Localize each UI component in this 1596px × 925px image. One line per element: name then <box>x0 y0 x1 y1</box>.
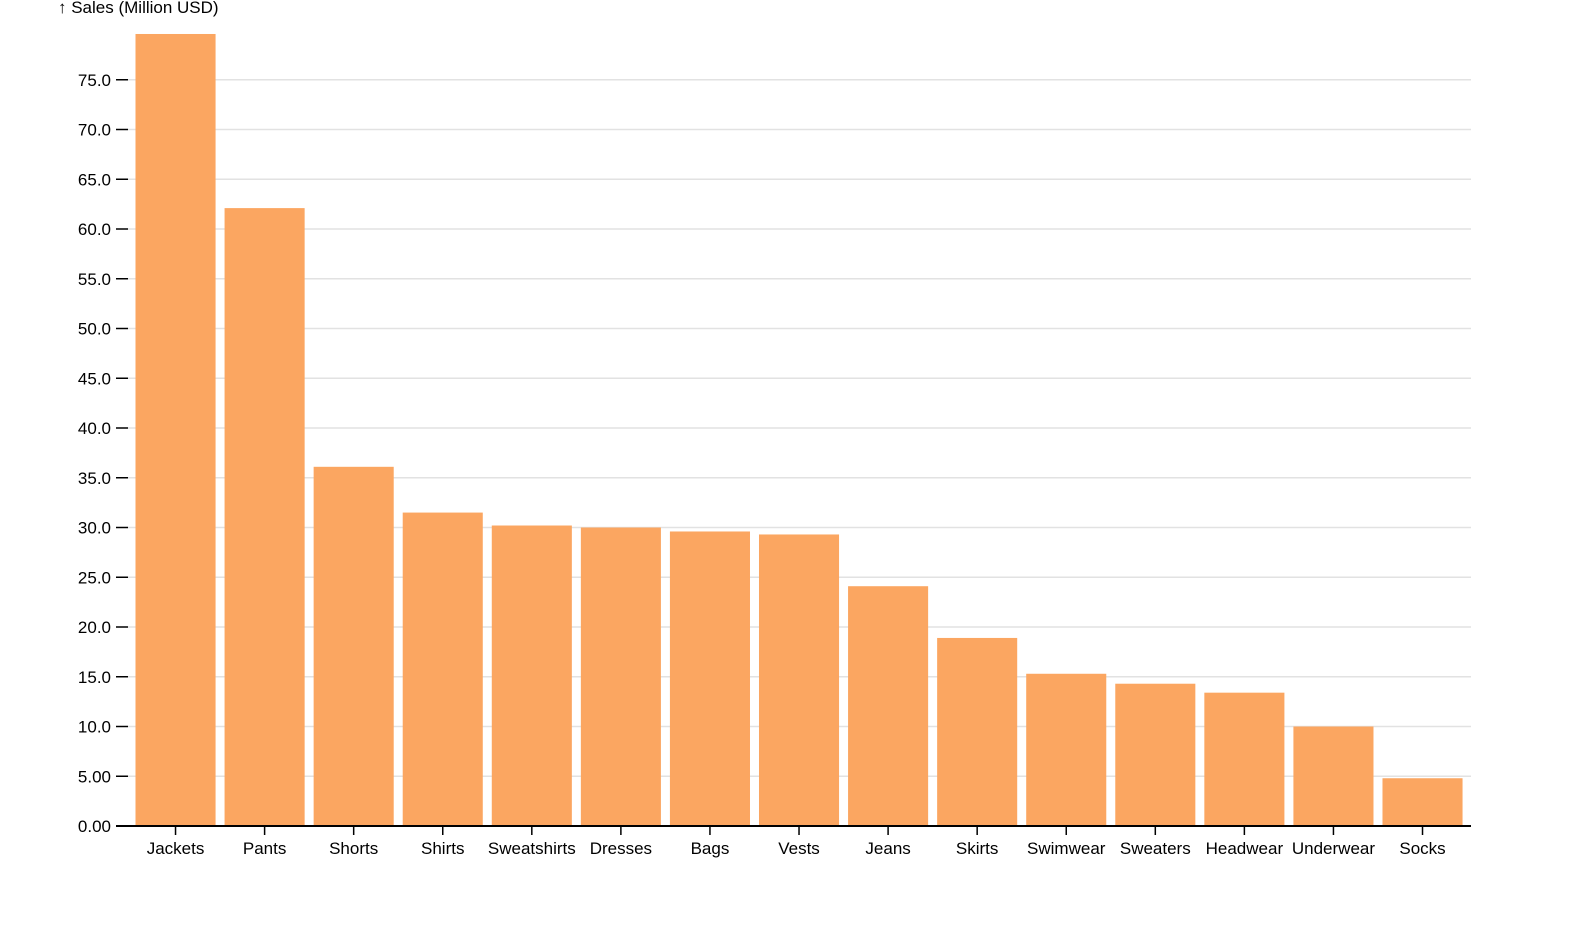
x-tick-label: Pants <box>243 839 286 858</box>
bars <box>135 33 1463 827</box>
bar-shirts <box>402 512 483 826</box>
x-tick-label: Underwear <box>1292 839 1375 858</box>
x-tick-label: Shorts <box>329 839 378 858</box>
x-tick-label: Swimwear <box>1027 839 1106 858</box>
y-axis-label: ↑ Sales (Million USD) <box>58 0 219 17</box>
bar-skirts <box>937 637 1018 826</box>
x-tick-label: Shirts <box>421 839 464 858</box>
y-tick-label: 45.0 <box>78 369 111 388</box>
bar-shorts <box>313 466 394 826</box>
y-tick-label: 40.0 <box>78 419 111 438</box>
x-tick-label: Jeans <box>865 839 910 858</box>
bar-headwear <box>1204 692 1285 826</box>
y-tick-label: 0.00 <box>78 817 111 836</box>
y-tick-label: 5.00 <box>78 767 111 786</box>
y-axis: 0.00 5.00 10.0 15.0 20.0 25.0 30.0 35.0 40.0 45.0… <box>78 71 128 836</box>
x-tick-label: Sweatshirts <box>488 839 576 858</box>
y-tick-label: 60.0 <box>78 220 111 239</box>
bar-vests <box>758 534 840 826</box>
x-tick-label: Jackets <box>147 839 205 858</box>
y-tick-label: 65.0 <box>78 170 111 189</box>
x-tick-label: Socks <box>1399 839 1445 858</box>
x-tick-label: Sweaters <box>1120 839 1191 858</box>
x-axis: Jackets Pants Shorts Shirts Sweatshirts Dress… <box>116 825 1471 858</box>
x-tick-label: Vests <box>778 839 820 858</box>
y-tick-label: 70.0 <box>78 121 111 140</box>
x-tick-label: Skirts <box>956 839 999 858</box>
bar-sweaters <box>1115 683 1196 826</box>
y-tick-label: 55.0 <box>78 270 111 289</box>
y-tick-label: 35.0 <box>78 469 111 488</box>
y-tick-label: 20.0 <box>78 618 111 637</box>
y-tick-label: 30.0 <box>78 519 111 538</box>
y-tick-label: 15.0 <box>78 668 111 687</box>
y-tick-label: 75.0 <box>78 71 111 90</box>
y-tick-label: 25.0 <box>78 568 111 587</box>
y-tick-label: 10.0 <box>78 718 111 737</box>
y-tick-label: 50.0 <box>78 320 111 339</box>
bar-underwear <box>1293 726 1374 826</box>
bar-jeans <box>848 586 929 826</box>
bar-jackets <box>135 33 216 827</box>
x-tick-label: Bags <box>691 839 730 858</box>
x-tick-label: Dresses <box>590 839 652 858</box>
bar-bags <box>669 531 750 826</box>
bar-dresses <box>580 527 661 826</box>
bar-sweatshirts <box>491 525 572 826</box>
bar-swimwear <box>1026 673 1107 826</box>
x-tick-label: Headwear <box>1206 839 1284 858</box>
bar-pants <box>224 208 305 827</box>
bar-socks <box>1382 778 1463 826</box>
